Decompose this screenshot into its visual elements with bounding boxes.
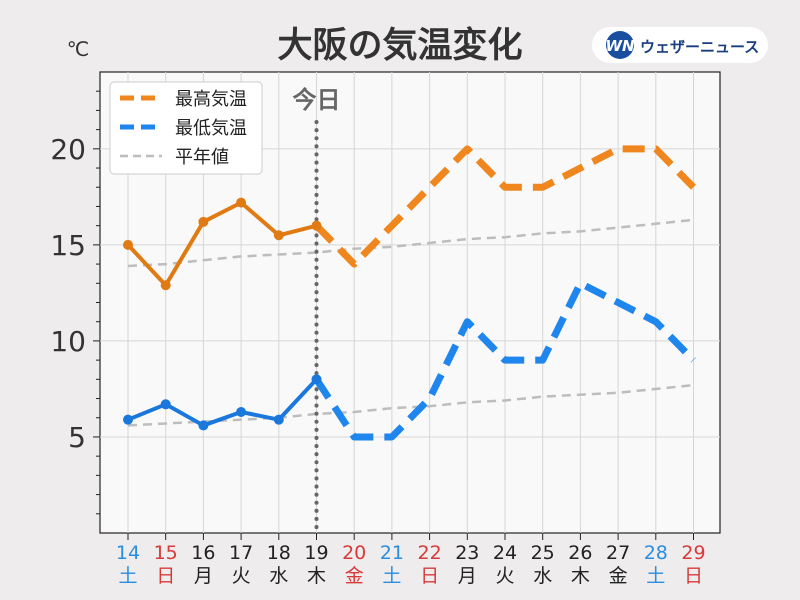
x-tick-date: 27 bbox=[606, 542, 630, 564]
data-point-low bbox=[311, 374, 322, 385]
x-tick-weekday: 火 bbox=[495, 565, 514, 587]
x-tick-weekday: 土 bbox=[118, 565, 137, 587]
x-tick-weekday: 日 bbox=[156, 565, 175, 587]
data-point-high bbox=[311, 220, 322, 231]
x-tick-date: 29 bbox=[681, 542, 705, 564]
temperature-series bbox=[123, 145, 696, 441]
legend-label-low: 最低気温 bbox=[175, 118, 247, 139]
brand-logo: WN ウェザーニュース bbox=[592, 27, 768, 63]
data-point-high bbox=[273, 230, 284, 241]
legend-label-normal: 平年値 bbox=[175, 147, 229, 168]
forecast-line-high bbox=[314, 145, 696, 268]
data-point-low bbox=[273, 414, 284, 425]
x-tick-date: 19 bbox=[304, 542, 328, 564]
forecast-line-low bbox=[313, 279, 696, 441]
today-marker: 今日 bbox=[293, 86, 341, 535]
y-axis: 5 10 15 20 bbox=[50, 90, 100, 515]
y-tick-label: 5 bbox=[68, 421, 86, 454]
x-tick-weekday: 土 bbox=[382, 565, 401, 587]
x-tick-weekday: 土 bbox=[646, 565, 665, 587]
data-point-high bbox=[160, 280, 171, 291]
observed-line-high bbox=[126, 200, 317, 288]
x-tick-date: 17 bbox=[229, 542, 253, 564]
brand-mark: WN bbox=[605, 37, 635, 55]
legend-label-high: 最高気温 bbox=[175, 89, 247, 110]
normal-line-upper bbox=[127, 218, 694, 268]
observed-line-low bbox=[127, 377, 318, 428]
data-point-high bbox=[236, 197, 247, 208]
x-axis: 14土15日16月17火18水19木20金21土22日23月24火25水26木2… bbox=[116, 533, 706, 587]
data-point-low bbox=[123, 414, 133, 425]
x-tick-date: 23 bbox=[455, 542, 479, 564]
x-tick-weekday: 水 bbox=[269, 565, 288, 587]
x-tick-date: 16 bbox=[191, 542, 215, 564]
y-tick-label: 15 bbox=[50, 229, 86, 262]
x-tick-weekday: 日 bbox=[684, 565, 703, 587]
data-point-high bbox=[123, 239, 133, 250]
data-point-low bbox=[236, 406, 247, 417]
x-tick-date: 14 bbox=[116, 542, 140, 564]
x-tick-date: 26 bbox=[568, 542, 592, 564]
x-tick-weekday: 木 bbox=[571, 565, 590, 587]
x-tick-date: 15 bbox=[154, 542, 178, 564]
x-tick-date: 22 bbox=[418, 542, 442, 564]
x-tick-weekday: 水 bbox=[533, 565, 552, 587]
y-axis-unit: ℃ bbox=[67, 37, 89, 61]
x-tick-weekday: 月 bbox=[458, 565, 477, 587]
y-tick-label: 20 bbox=[50, 133, 86, 166]
legend: 最高気温 最低気温 平年値 bbox=[109, 81, 263, 175]
x-tick-date: 20 bbox=[342, 542, 366, 564]
data-point-low bbox=[160, 399, 171, 410]
x-tick-date: 21 bbox=[380, 542, 404, 564]
x-tick-weekday: 日 bbox=[420, 565, 439, 587]
x-tick-weekday: 金 bbox=[345, 565, 364, 587]
data-point-high bbox=[198, 216, 209, 227]
data-point-low bbox=[198, 420, 209, 431]
x-tick-weekday: 月 bbox=[194, 565, 213, 587]
x-tick-weekday: 火 bbox=[232, 565, 251, 587]
x-tick-date: 28 bbox=[644, 542, 668, 564]
x-tick-weekday: 金 bbox=[609, 565, 628, 587]
today-label: 今日 bbox=[293, 86, 341, 114]
chart-title: 大阪の気温変化 bbox=[277, 25, 522, 66]
brand-name: ウェザーニュース bbox=[640, 38, 759, 56]
x-tick-date: 18 bbox=[267, 542, 291, 564]
x-tick-weekday: 木 bbox=[307, 565, 326, 587]
y-tick-label: 10 bbox=[50, 325, 86, 358]
x-tick-date: 24 bbox=[493, 542, 517, 564]
x-tick-date: 25 bbox=[531, 542, 555, 564]
